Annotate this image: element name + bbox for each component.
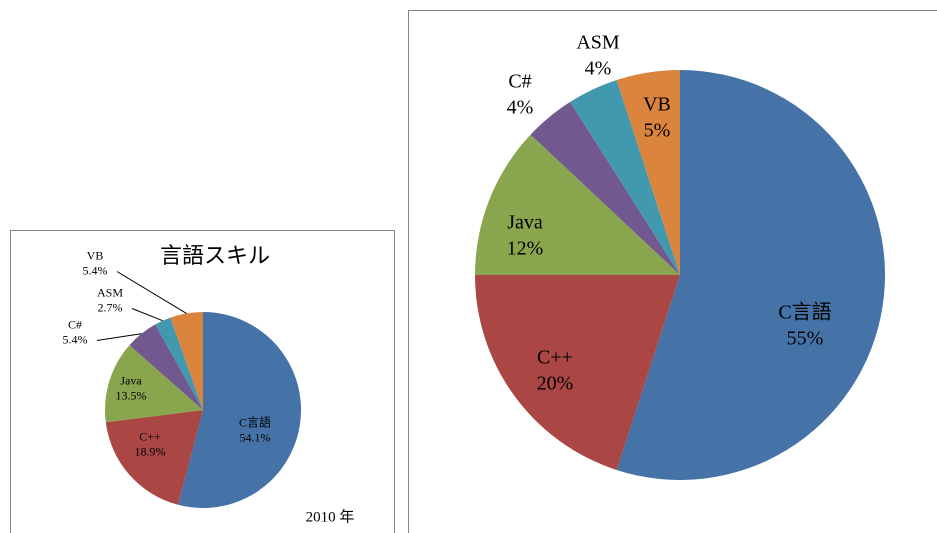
slice-value-label: 54.1% bbox=[240, 430, 271, 444]
slice-label: VB bbox=[643, 94, 671, 116]
slice-value-label: 55% bbox=[787, 328, 824, 350]
leader-line bbox=[96, 333, 142, 341]
annotation: 2010 年 bbox=[306, 508, 355, 525]
slice-label: Java bbox=[120, 373, 142, 387]
pie-slice bbox=[616, 70, 680, 275]
pie-slice bbox=[178, 312, 301, 508]
slice-label: C言語 bbox=[778, 301, 831, 324]
slice-value-label: 4% bbox=[585, 58, 612, 80]
slice-label: ASM bbox=[97, 285, 123, 299]
slice-label: C言語 bbox=[239, 414, 271, 429]
left-frame bbox=[10, 230, 395, 533]
right-frame bbox=[408, 10, 937, 533]
pie-slice bbox=[105, 410, 203, 505]
pie-slice bbox=[570, 80, 680, 275]
slice-value-label: 20% bbox=[537, 373, 574, 395]
pie-slice bbox=[129, 324, 203, 410]
chart-title: 言語スキル bbox=[160, 243, 270, 268]
slice-label: C# bbox=[68, 317, 82, 331]
slice-value-label: 4% bbox=[507, 97, 534, 119]
slice-value-label: 13.5% bbox=[116, 388, 147, 402]
slice-value-label: 2.7% bbox=[98, 300, 123, 314]
slice-label: C# bbox=[508, 71, 531, 93]
slice-label: VB bbox=[87, 248, 104, 262]
slice-label: ASM bbox=[576, 32, 620, 54]
pie-slice bbox=[155, 317, 203, 410]
leader-line bbox=[116, 271, 187, 314]
leader-line bbox=[131, 308, 163, 322]
slice-value-label: 5% bbox=[644, 120, 671, 142]
pie-slice bbox=[475, 134, 680, 275]
slice-label: C++ bbox=[537, 347, 573, 369]
pie-slice bbox=[616, 70, 886, 481]
pie-slice bbox=[475, 275, 680, 470]
pie-slice bbox=[105, 345, 203, 423]
slice-label: C++ bbox=[139, 429, 161, 443]
slice-value-label: 18.9% bbox=[135, 444, 166, 458]
pie-slice bbox=[170, 312, 203, 410]
slice-value-label: 5.4% bbox=[63, 332, 88, 346]
slice-value-label: 12% bbox=[507, 238, 544, 260]
slice-value-label: 5.4% bbox=[83, 263, 108, 277]
slice-label: Java bbox=[507, 212, 543, 234]
pie-slice bbox=[530, 101, 680, 275]
